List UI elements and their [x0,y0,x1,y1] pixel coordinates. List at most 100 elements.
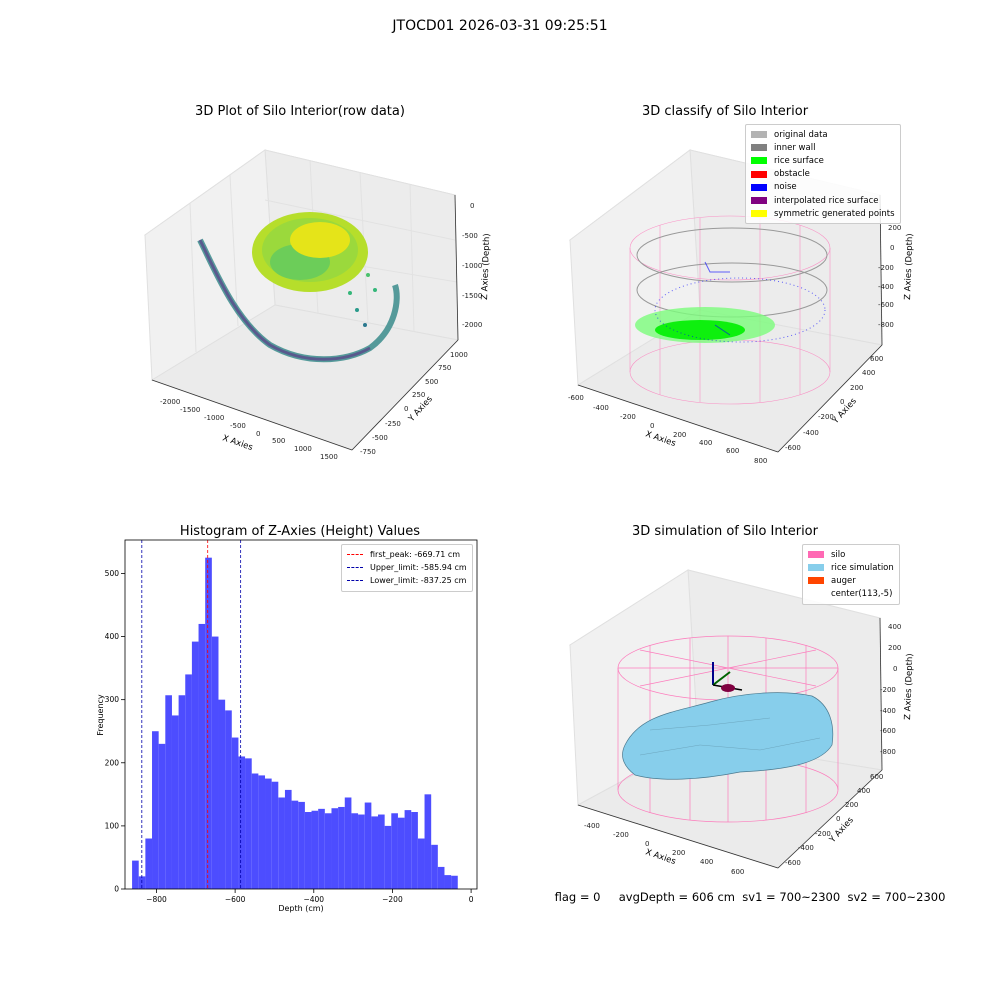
simulation-plot-title: 3D simulation of Silo Interior [632,524,818,539]
simulation-z-tick: -400 [880,707,896,715]
histogram-y-tick-label: 0 [114,885,119,894]
legend-line [347,580,363,582]
simulation-z-tick: -600 [880,727,896,735]
classify-x-tick: 200 [673,431,686,439]
histogram-bar [265,778,272,889]
raw-x-tick: 0 [256,430,260,438]
rice-simulation-surface [622,692,834,780]
histogram-x-tick-label: −800 [146,895,167,904]
classify-3d-plot: -600 -400 -200 0 200 400 600 800 -600 -4… [568,149,915,465]
auger-icon [712,662,743,692]
raw-x-tick: 1500 [320,453,338,461]
classify-y-tick: -200 [818,413,834,421]
legend-swatch [808,564,824,572]
legend-item: noise [751,181,895,194]
histogram-bar [391,813,398,889]
raw-y-tick: -500 [372,434,388,442]
legend-item: original data [751,128,895,141]
histogram-bar [238,756,246,889]
histogram-bar [444,875,452,889]
raw-x-tick: 1000 [294,445,312,453]
legend-swatch [808,577,824,585]
classify-y-tick: -600 [785,444,801,452]
legend-swatch [751,170,767,178]
histogram-x-tick-label: −400 [303,895,324,904]
raw-z-tick: -1500 [462,292,482,300]
raw-x-tick: -1500 [180,406,200,414]
histogram-title: Histogram of Z-Axies (Height) Values [179,524,421,539]
simulation-3d-plot: -400 -200 0 200 400 600 -600 -400 -200 0… [568,569,915,876]
histogram-bar [211,636,219,889]
raw-y-tick: 250 [412,391,425,399]
classify-y-tick: -400 [803,429,819,437]
legend-item: Lower_limit: -837.25 cm [347,574,467,587]
figure-title: JTOCD01 2026-03-31 09:25:51 [392,18,608,34]
histogram-bar [351,813,359,889]
histogram-bar [304,812,312,889]
simulation-x-tick: 400 [700,858,713,866]
legend-item: first_peak: -669.71 cm [347,548,467,561]
simulation-z-tick: -800 [880,748,896,756]
histogram-frame [124,539,478,890]
simulation-legend: silo rice simulation auger center(113,-5… [802,544,900,605]
legend-item: auger [808,574,894,587]
histogram-bar [271,781,279,889]
classify-z-tick: -800 [878,321,894,329]
legend-swatch [808,551,824,559]
histogram-bar [145,838,153,889]
histogram-bar [152,731,159,889]
legend-line [347,567,363,569]
histogram-legend: first_peak: -669.71 cm Upper_limit: -585… [341,544,473,592]
legend-item: inner wall [751,141,895,154]
legend-item: symmetric generated points [751,207,895,220]
histogram-bar [417,838,425,889]
histogram-bar [397,817,405,889]
histogram-x-axis-label: Depth (cm) [278,904,323,913]
classify-ticks: -600 -400 -200 0 200 400 600 800 -600 -4… [568,224,901,465]
histogram-y-tick-label: 100 [105,821,120,830]
legend-swatch [751,144,767,152]
histogram-bar [411,812,418,889]
legend-item: silo [808,548,894,561]
raw-x-tick: 500 [272,437,285,445]
histogram-bar [231,737,239,889]
status-line: flag = 0 avgDepth = 606 cm sv1 = 700~230… [554,890,946,904]
raw-z-tick: -1000 [462,262,482,270]
classify-y-tick: 600 [870,355,883,363]
histogram-y-tick-label: 400 [105,632,120,641]
histogram-bar [158,743,166,889]
legend-item: Upper_limit: -585.94 cm [347,561,467,574]
simulation-y-tick: 200 [845,801,858,809]
classify-x-tick: 600 [726,447,739,455]
histogram-bar [424,794,432,889]
raw-y-tick: 750 [438,364,451,372]
histogram-bar [278,797,285,889]
simulation-y-tick: 600 [870,773,883,781]
legend-item: obstacle [751,168,895,181]
simulation-ticks: -400 -200 0 200 400 600 -600 -400 -200 0… [584,623,901,876]
classify-x-tick: 400 [699,439,712,447]
simulation-z-tick: 400 [888,623,901,631]
histogram-bar [185,674,192,889]
classify-noise [654,261,826,343]
simulation-y-tick: -600 [785,859,801,867]
histogram-bar [404,810,412,889]
simulation-x-tick: 0 [645,840,649,848]
classify-x-tick: -400 [593,404,609,412]
raw-y-tick: -250 [385,420,401,428]
histogram-chart: −800 −600 −400 −200 0 0 100 200 300 400 500 Depth… [96,539,478,913]
histogram-x-tick-label: −200 [382,895,403,904]
simulation-z-tick: -200 [880,686,896,694]
classify-x-tick: 800 [754,457,767,465]
classify-y-tick: 400 [862,369,875,377]
classify-x-tick: -600 [568,394,584,402]
raw-x-axis-label: X Axies [221,433,254,453]
raw-z-tick: 0 [470,202,474,210]
histogram-y-tick-label: 500 [105,569,120,578]
legend-item: interpolated rice surface [751,194,895,207]
histogram-bar [132,860,139,889]
simulation-z-axis-label: Z Axies (Depth) [903,653,915,720]
simulation-z-tick: 0 [893,665,897,673]
histogram-y-axis-label: Frequency [96,694,105,736]
simulation-y-axis-label: Y Axies [827,815,856,846]
